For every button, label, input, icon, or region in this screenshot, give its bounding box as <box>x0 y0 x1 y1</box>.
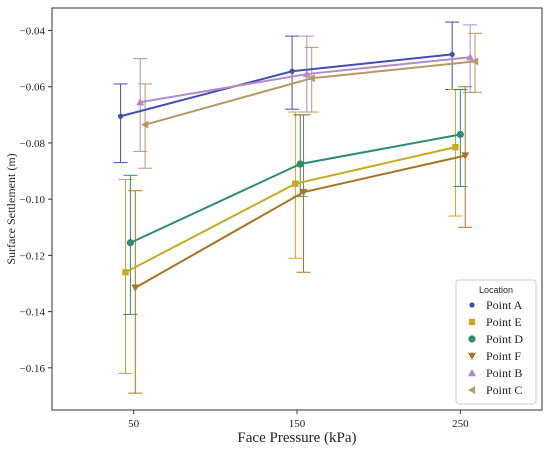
point-a-point <box>118 113 124 119</box>
legend-marker-point-c <box>468 386 476 394</box>
point-c-point <box>471 57 479 66</box>
y-tick-label: −0.14 <box>20 307 46 319</box>
legend-label-point-f: Point F <box>486 349 521 363</box>
point-d-point <box>456 130 464 139</box>
y-tick-label: −0.08 <box>20 138 46 150</box>
y-tick-label: −0.12 <box>20 250 45 262</box>
x-tick-label: 150 <box>289 418 306 430</box>
legend-label-point-b: Point B <box>486 366 522 380</box>
legend-title: Location <box>479 285 513 295</box>
x-tick-label: 250 <box>452 418 469 430</box>
x-axis-ticks: 50 150 250 <box>128 410 469 430</box>
point-b-point <box>466 53 475 61</box>
point-e-line <box>125 146 456 274</box>
point-d-point <box>296 160 304 168</box>
point-d-point <box>126 239 134 247</box>
y-axis-ticks: −0.04 −0.06 −0.08 −0.10 −0.12 −0.14 −0.16 <box>20 25 52 375</box>
legend-box <box>455 279 537 405</box>
point-e-point <box>292 180 299 187</box>
x-tick-label: 50 <box>128 418 140 430</box>
point-f-point <box>299 188 308 197</box>
point-f-point <box>131 284 140 292</box>
y-tick-label: −0.16 <box>20 363 46 375</box>
legend-label-point-a: Point A <box>486 298 523 312</box>
x-axis-label: Face Pressure (kPa) <box>237 430 356 446</box>
legend-label-point-e: Point E <box>486 315 522 329</box>
legend-label-point-c: Point C <box>486 383 522 397</box>
y-axis-label: Surface Settlement (m) <box>4 153 18 264</box>
legend-marker-point-e <box>468 318 476 326</box>
point-a-point <box>289 68 295 74</box>
point-c-point <box>307 74 315 83</box>
legend-marker-point-d <box>468 335 476 343</box>
legend-marker-point-b <box>468 369 476 377</box>
y-tick-label: −0.04 <box>20 25 46 37</box>
series-markers <box>118 51 479 292</box>
point-f-point <box>461 152 470 160</box>
legend: Location Point A Point E Point D Point F Poi… <box>455 279 537 405</box>
point-e-point <box>122 269 129 276</box>
legend-marker-point-a <box>469 302 475 308</box>
legend-label-point-d: Point D <box>486 332 523 346</box>
point-e-point <box>452 143 459 151</box>
point-b-point <box>302 70 311 78</box>
point-a-point <box>449 51 455 57</box>
point-b-point <box>136 98 145 106</box>
y-tick-label: −0.10 <box>20 194 46 206</box>
legend-marker-point-f <box>468 352 476 360</box>
point-c-point <box>141 120 149 129</box>
y-tick-label: −0.06 <box>20 82 46 94</box>
error-bars <box>113 21 483 394</box>
series-lines <box>120 53 476 289</box>
